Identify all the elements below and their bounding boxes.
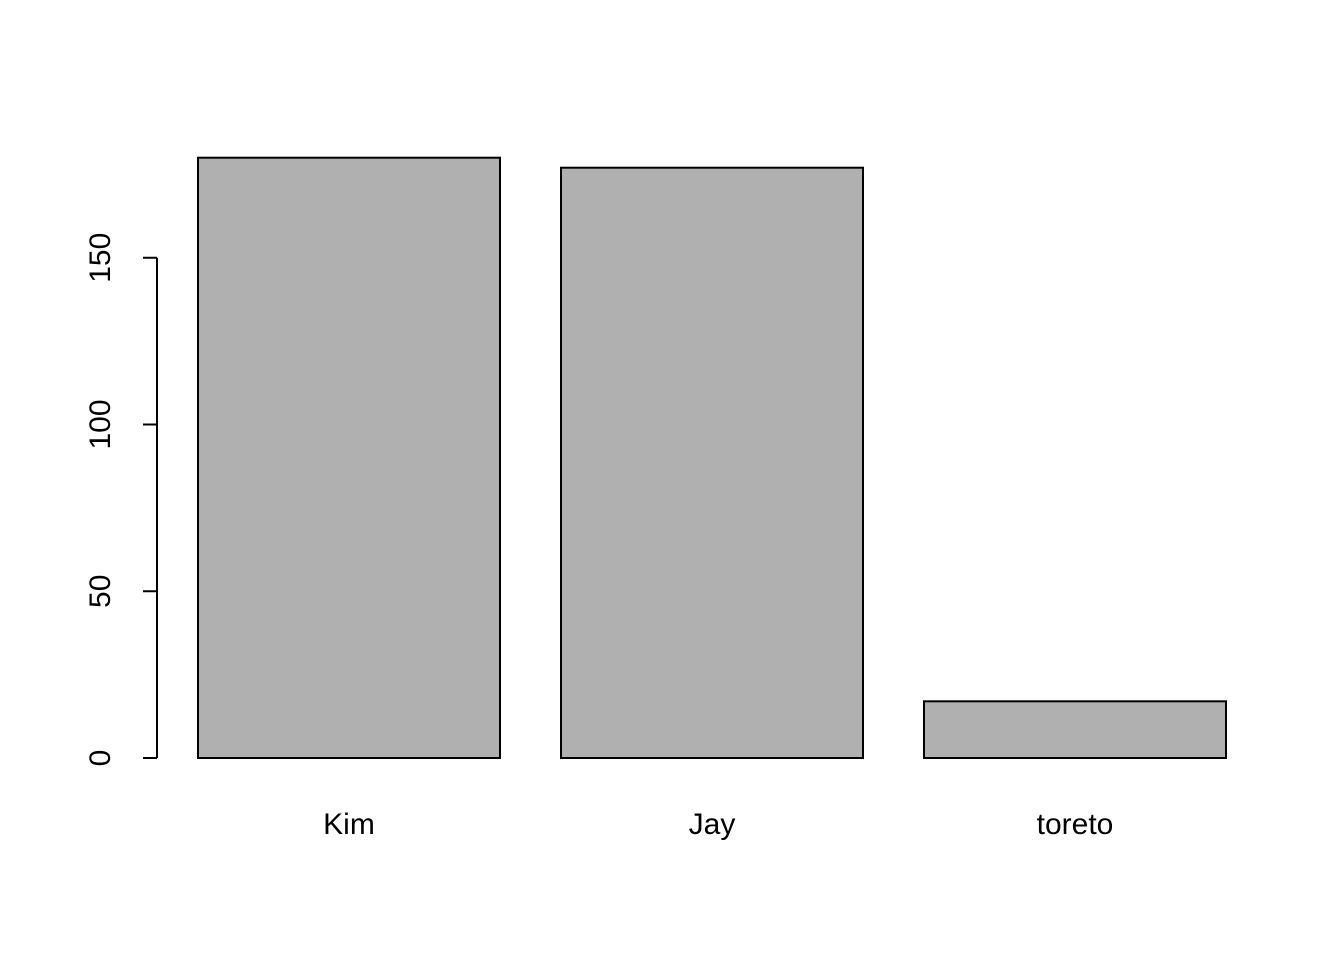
bars-group bbox=[197, 156, 1227, 759]
y-axis: 0 50 100 150 bbox=[84, 233, 158, 767]
x-tick-label-jay: Jay bbox=[689, 808, 736, 841]
x-tick-label-kim: Kim bbox=[323, 808, 375, 841]
x-axis-labels: Kim Jay toreto bbox=[323, 808, 1113, 841]
y-tick-label-0: 0 bbox=[84, 750, 117, 767]
y-tick-label-50: 50 bbox=[84, 575, 117, 608]
y-tick-label-100: 100 bbox=[84, 399, 117, 449]
x-tick-label-toreto: toreto bbox=[1037, 808, 1114, 841]
bar-jay bbox=[560, 166, 864, 759]
bar-toreto bbox=[923, 700, 1227, 759]
bar-kim bbox=[197, 156, 501, 759]
y-tick-label-150: 150 bbox=[84, 233, 117, 283]
